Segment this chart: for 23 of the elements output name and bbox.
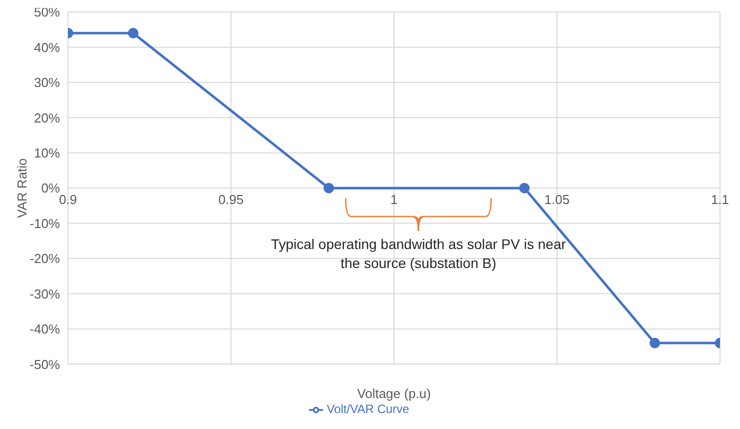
y-tick-label: 0% xyxy=(41,180,60,196)
x-tick-label: 1.05 xyxy=(544,192,570,207)
point xyxy=(128,28,138,38)
x-tick-label: 0.95 xyxy=(218,192,244,207)
x-tick-label: 1 xyxy=(390,192,398,207)
y-tick-label: -30% xyxy=(30,286,60,302)
annotation: Typical operating bandwidth as solar PV is near the source (substation B) xyxy=(270,235,567,274)
y-tick-label: 20% xyxy=(34,110,60,126)
y-axis-title: VAR Ratio xyxy=(14,158,30,218)
x-axis-title: Voltage (p.u) xyxy=(357,386,431,402)
y-tick-label: -10% xyxy=(30,216,60,231)
y-tick-label: -50% xyxy=(30,356,60,372)
point xyxy=(324,182,334,194)
point xyxy=(650,338,660,348)
x-tick-label: 0.9 xyxy=(58,192,78,207)
point xyxy=(519,182,530,194)
y-tick-label: 30% xyxy=(34,75,60,90)
y-tick-label: -20% xyxy=(30,251,60,266)
y-tick-label: 40% xyxy=(34,40,60,55)
y-tick-label: 10% xyxy=(34,145,60,160)
y-tick-label: -40% xyxy=(30,322,60,337)
legend-label: Volt/VAR Curve xyxy=(326,402,410,416)
x-tick-label: 1.1 xyxy=(710,192,730,207)
